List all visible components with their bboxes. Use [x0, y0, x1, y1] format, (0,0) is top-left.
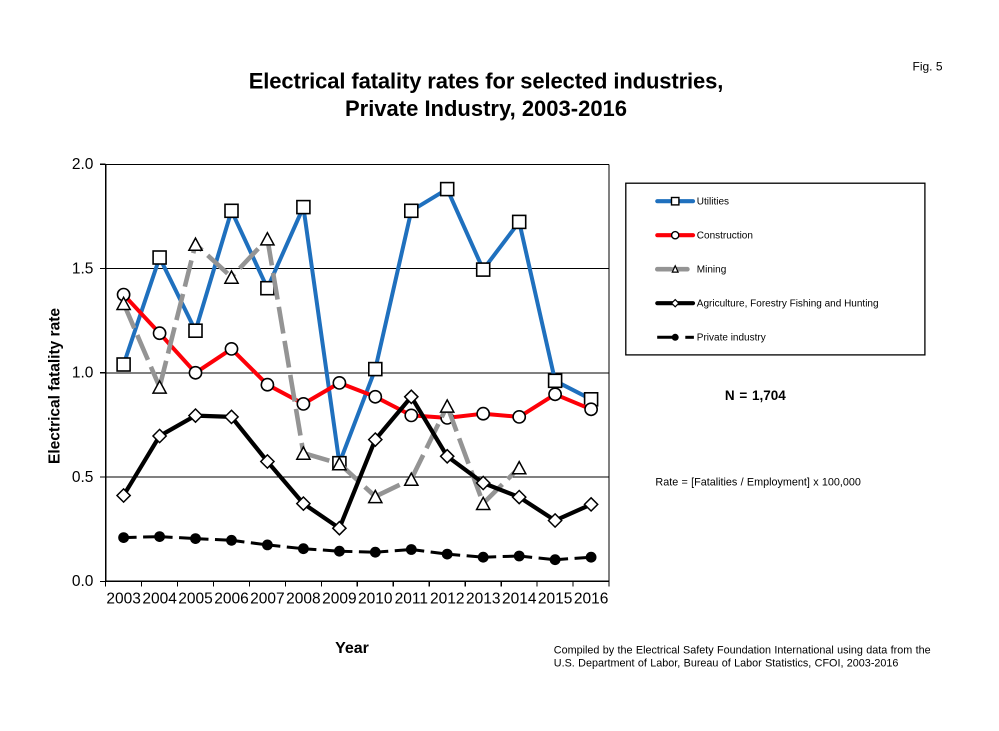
- svg-text:2012: 2012: [430, 591, 464, 608]
- svg-text:2005: 2005: [178, 591, 212, 608]
- svg-text:Utilities: Utilities: [697, 197, 729, 208]
- svg-text:1.5: 1.5: [72, 260, 94, 277]
- svg-text:Agriculture, Forestry Fishing: Agriculture, Forestry Fishing and Huntin…: [697, 299, 879, 310]
- svg-text:Private industry: Private industry: [697, 333, 766, 344]
- svg-text:Compiled by the Electrical Saf: Compiled by the Electrical Safety Founda…: [554, 645, 931, 657]
- svg-text:2014: 2014: [502, 591, 537, 608]
- svg-text:Rate = [Fatalities / Employmen: Rate = [Fatalities / Employment] x 100,0…: [655, 477, 861, 489]
- svg-text:2008: 2008: [286, 591, 320, 608]
- svg-text:Private Industry, 2003-2016: Private Industry, 2003-2016: [345, 96, 627, 121]
- svg-text:2010: 2010: [358, 591, 393, 608]
- svg-text:2004: 2004: [142, 591, 177, 608]
- svg-text:0.0: 0.0: [72, 573, 94, 590]
- svg-text:Fig. 5: Fig. 5: [912, 60, 942, 74]
- svg-text:Construction: Construction: [697, 231, 753, 242]
- svg-text:Year: Year: [335, 640, 369, 657]
- svg-text:0.5: 0.5: [72, 469, 94, 486]
- svg-text:N = 1,704: N = 1,704: [725, 388, 786, 403]
- svg-text:2015: 2015: [538, 591, 572, 608]
- svg-text:2006: 2006: [214, 591, 248, 608]
- svg-text:2011: 2011: [395, 591, 428, 608]
- svg-text:1.0: 1.0: [72, 365, 94, 382]
- svg-text:U.S. Department of Labor, Bure: U.S. Department of Labor, Bureau of Labo…: [554, 658, 899, 670]
- svg-text:2016: 2016: [574, 591, 608, 608]
- svg-text:2007: 2007: [250, 591, 284, 608]
- svg-text:Mining: Mining: [697, 265, 726, 276]
- svg-text:2009: 2009: [322, 591, 356, 608]
- svg-text:2003: 2003: [106, 591, 140, 608]
- svg-text:Electrical fatality rate: Electrical fatality rate: [47, 308, 64, 464]
- svg-text:2.0: 2.0: [72, 156, 94, 173]
- svg-text:Electrical fatality rates for: Electrical fatality rates for selected i…: [249, 69, 724, 94]
- svg-text:2013: 2013: [466, 591, 500, 608]
